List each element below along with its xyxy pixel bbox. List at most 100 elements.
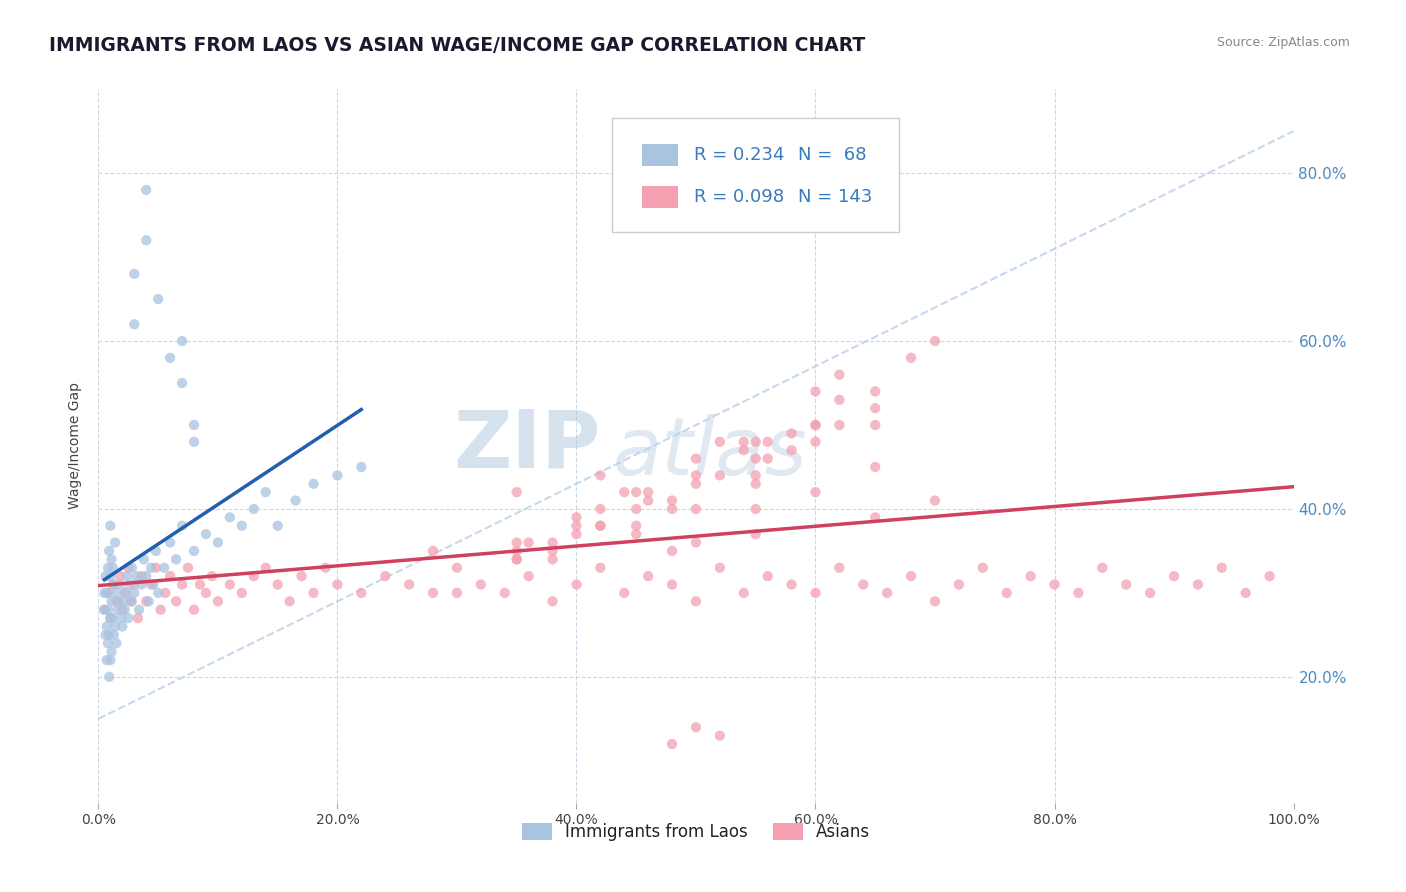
Point bbox=[506, 544, 529, 558]
Point bbox=[565, 527, 588, 541]
Point bbox=[131, 577, 153, 591]
Point bbox=[100, 645, 122, 659]
Point bbox=[709, 729, 731, 743]
Legend: Immigrants from Laos, Asians: Immigrants from Laos, Asians bbox=[515, 816, 877, 848]
Point bbox=[254, 485, 277, 500]
Point bbox=[98, 653, 122, 667]
Point bbox=[924, 334, 946, 348]
Point bbox=[93, 603, 115, 617]
Point bbox=[637, 493, 659, 508]
Point bbox=[101, 611, 124, 625]
Point bbox=[470, 577, 492, 591]
Point bbox=[374, 569, 396, 583]
Point bbox=[148, 292, 170, 306]
Point bbox=[685, 502, 707, 516]
Point bbox=[804, 434, 827, 449]
Text: Source: ZipAtlas.com: Source: ZipAtlas.com bbox=[1216, 36, 1350, 49]
Point bbox=[124, 577, 146, 591]
Point bbox=[865, 510, 887, 524]
Point bbox=[100, 594, 122, 608]
Point bbox=[172, 577, 194, 591]
Point bbox=[756, 569, 779, 583]
Point bbox=[494, 586, 516, 600]
Point bbox=[876, 586, 898, 600]
Point bbox=[108, 569, 131, 583]
Point bbox=[183, 544, 205, 558]
Text: R = 0.098: R = 0.098 bbox=[693, 188, 783, 206]
Point bbox=[118, 577, 141, 591]
Point bbox=[315, 560, 337, 574]
Point bbox=[195, 586, 218, 600]
Point bbox=[243, 502, 266, 516]
Point bbox=[804, 384, 827, 399]
Point bbox=[101, 560, 124, 574]
Point bbox=[661, 502, 683, 516]
Point bbox=[120, 594, 142, 608]
Point bbox=[231, 518, 253, 533]
Point bbox=[541, 535, 564, 549]
Point bbox=[183, 603, 205, 617]
Point bbox=[145, 560, 167, 574]
Point bbox=[589, 502, 612, 516]
Point bbox=[780, 426, 803, 441]
Point bbox=[865, 401, 887, 416]
Point bbox=[685, 535, 707, 549]
Point bbox=[541, 594, 564, 608]
Point bbox=[613, 586, 636, 600]
Text: R = 0.234: R = 0.234 bbox=[693, 146, 785, 164]
Point bbox=[110, 611, 132, 625]
Point bbox=[326, 577, 349, 591]
Point bbox=[125, 569, 148, 583]
Point bbox=[541, 552, 564, 566]
Point bbox=[201, 569, 224, 583]
Point bbox=[661, 544, 683, 558]
Point bbox=[104, 619, 127, 633]
Point bbox=[900, 569, 922, 583]
Point bbox=[398, 577, 420, 591]
Point bbox=[756, 451, 779, 466]
Point bbox=[284, 493, 307, 508]
Point bbox=[114, 586, 136, 600]
Point bbox=[589, 518, 612, 533]
Point bbox=[1187, 577, 1209, 591]
Point bbox=[128, 603, 150, 617]
Point bbox=[139, 577, 162, 591]
Point bbox=[135, 233, 157, 247]
Point bbox=[685, 451, 707, 466]
Point bbox=[756, 434, 779, 449]
Point bbox=[195, 527, 218, 541]
Point bbox=[745, 502, 768, 516]
Point bbox=[278, 594, 301, 608]
Point bbox=[506, 485, 529, 500]
Point bbox=[135, 183, 157, 197]
Point bbox=[159, 351, 181, 365]
FancyBboxPatch shape bbox=[613, 118, 900, 232]
Point bbox=[506, 552, 529, 566]
Point bbox=[804, 417, 827, 432]
Point bbox=[103, 628, 125, 642]
Point bbox=[1115, 577, 1137, 591]
Point bbox=[177, 560, 200, 574]
Point bbox=[183, 434, 205, 449]
FancyBboxPatch shape bbox=[643, 186, 678, 208]
FancyBboxPatch shape bbox=[643, 145, 678, 166]
Point bbox=[865, 460, 887, 475]
Point bbox=[97, 586, 120, 600]
Point bbox=[97, 603, 120, 617]
Point bbox=[172, 518, 194, 533]
Point bbox=[780, 577, 803, 591]
Point bbox=[302, 476, 325, 491]
Point bbox=[135, 594, 157, 608]
Point bbox=[165, 552, 187, 566]
Point bbox=[804, 417, 827, 432]
Point bbox=[172, 376, 194, 390]
Point bbox=[1067, 586, 1090, 600]
Point bbox=[661, 493, 683, 508]
Point bbox=[828, 368, 851, 382]
Point bbox=[709, 560, 731, 574]
Point bbox=[105, 586, 128, 600]
Point bbox=[637, 485, 659, 500]
Point bbox=[96, 619, 118, 633]
Point bbox=[108, 577, 131, 591]
Point bbox=[107, 603, 129, 617]
